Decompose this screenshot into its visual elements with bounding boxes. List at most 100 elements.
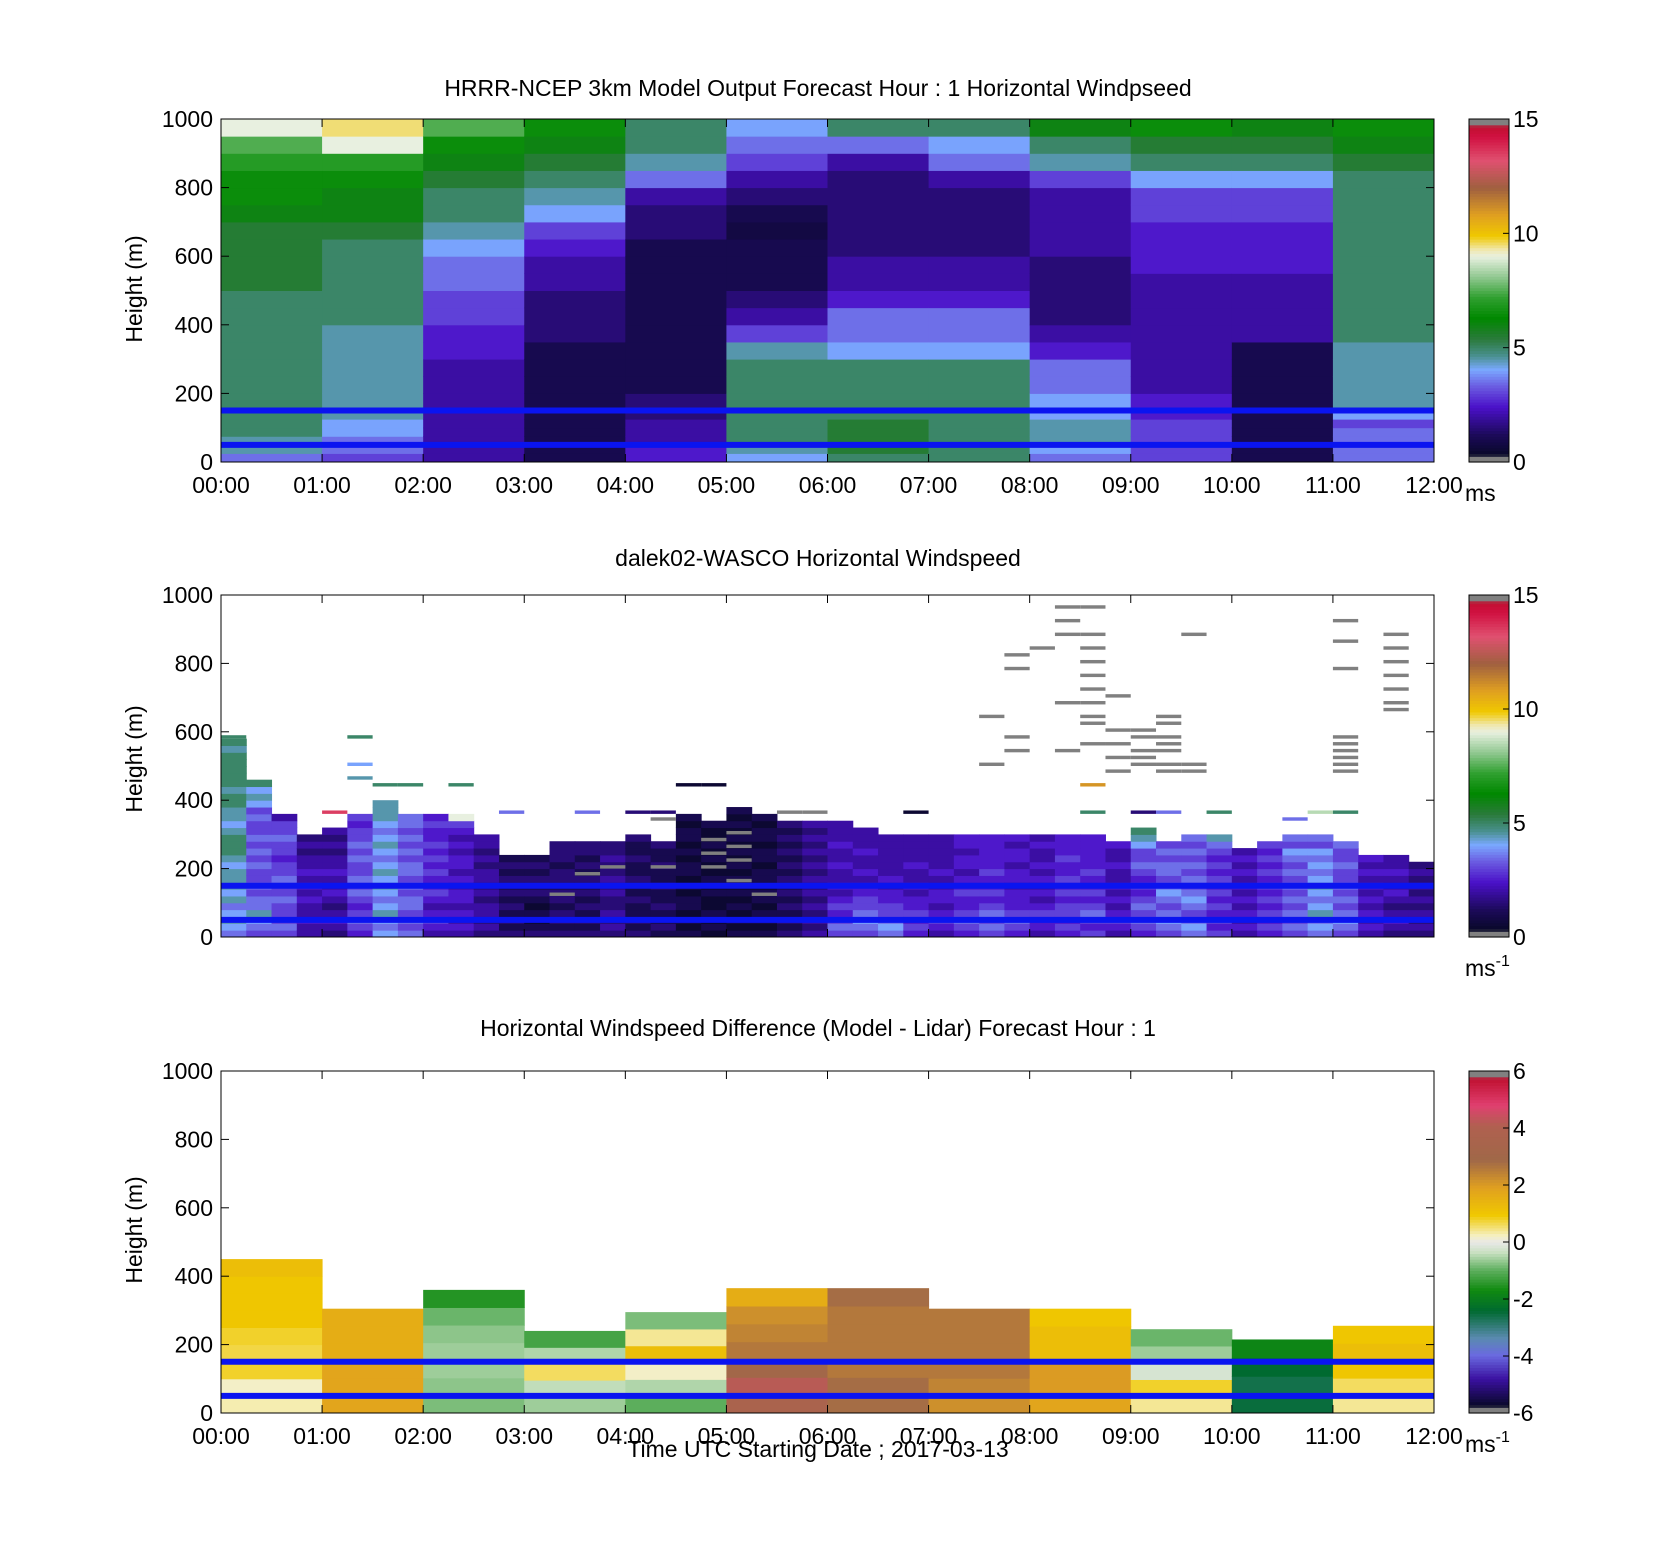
lidar-cell [1231, 854, 1258, 863]
lidar-cell [347, 923, 374, 931]
colorbar-segment [1469, 1287, 1509, 1292]
heatmap-cell [1231, 273, 1334, 291]
heatmap-cell [322, 359, 424, 377]
lidar-cell [397, 930, 424, 938]
difference-cell [1332, 1360, 1435, 1379]
colorbar-segment [1469, 1224, 1509, 1229]
heatmap-cell [1029, 410, 1132, 420]
lidar-cell [1282, 930, 1309, 938]
lidar-cell [271, 868, 298, 876]
colorbar-segment [1469, 1082, 1509, 1086]
difference-cell [524, 1330, 626, 1348]
colorbar-segment [1469, 603, 1509, 607]
colorbar-segment [1469, 224, 1509, 229]
lidar-cell [802, 834, 828, 842]
heatmap-cell [1231, 393, 1334, 412]
colorbar-segment [1469, 700, 1509, 704]
lidar-cell [1358, 854, 1384, 863]
heatmap-cell [1332, 119, 1435, 137]
lidar-cell [953, 902, 980, 911]
x-tick-label: 00:00 [192, 1423, 250, 1449]
lidar-cell [1257, 841, 1283, 849]
lidar-return [448, 783, 474, 787]
lidar-cell [751, 848, 778, 856]
flagged-bin [701, 851, 727, 855]
lidar-cell [296, 834, 323, 842]
lidar-cell [372, 930, 399, 938]
heatmap-cell [1231, 170, 1334, 189]
lidar-cell [1054, 868, 1081, 876]
heatmap-cell [726, 376, 828, 394]
lidar-cell [397, 902, 424, 911]
lidar-cell [1029, 861, 1056, 870]
difference-cell [625, 1312, 727, 1330]
colorbar-segment [1469, 307, 1509, 312]
lidar-cell [574, 854, 601, 863]
colorbar-segment [1469, 401, 1509, 406]
lidar-cell [221, 895, 247, 904]
heatmap-cell [1332, 273, 1435, 291]
lidar-cell [1332, 841, 1359, 849]
lidar-cell [650, 902, 677, 911]
heatmap-cell [524, 436, 626, 446]
colorbar-segment [1469, 1176, 1509, 1180]
colorbar-segment [1469, 396, 1509, 400]
lidar-cell [448, 848, 475, 856]
lidar-cell [1206, 854, 1233, 863]
flagged-bin [1332, 639, 1359, 643]
lidar-cell [271, 854, 298, 863]
lidar-cell [524, 861, 551, 870]
colorbar-segment [1469, 837, 1509, 841]
lidar-cell [979, 841, 1005, 849]
colorbar-segment [1469, 1216, 1509, 1220]
heatmap-cell [726, 436, 828, 446]
flagged-bin [1156, 721, 1182, 725]
lidar-cell [625, 848, 652, 856]
colorbar-segment [1469, 677, 1509, 682]
colorbar-segment [1469, 914, 1509, 918]
lidar-cell [473, 923, 500, 931]
lidar-cell [953, 895, 980, 904]
colorbar-segment [1469, 176, 1509, 180]
lidar-cell [953, 875, 980, 883]
lidar-cell [1332, 895, 1359, 904]
difference-cell [1231, 1339, 1334, 1359]
colorbar-segment [1469, 623, 1509, 627]
colorbar-segment [1469, 1242, 1509, 1246]
difference-cell [1130, 1379, 1233, 1397]
colorbar-segment [1469, 777, 1509, 781]
lidar-cell [347, 909, 374, 917]
lidar-cell [650, 854, 677, 863]
colorbar-segment [1469, 270, 1509, 274]
lidar-cell [625, 902, 652, 911]
colorbar-segment [1469, 1230, 1509, 1235]
heatmap-cell [625, 136, 727, 154]
heatmap-cell [1029, 290, 1132, 309]
lidar-cell [574, 902, 601, 911]
colorbar-segment [1469, 854, 1509, 858]
lidar-cell [1105, 895, 1132, 904]
heatmap-cell [221, 307, 323, 326]
lidar-cell [574, 889, 601, 897]
flagged-bin [1080, 687, 1106, 691]
lidar-cell [1383, 909, 1410, 917]
heatmap-cell [1029, 436, 1132, 446]
colorbar-segment [1469, 823, 1509, 827]
heatmap-cell [423, 341, 525, 360]
heatmap-cell [1332, 376, 1435, 394]
lidar-cell [1332, 902, 1359, 911]
lidar-cell [221, 745, 247, 753]
heatmap-cell [827, 153, 930, 171]
lidar-cell [221, 861, 247, 870]
heatmap-cell [1231, 444, 1334, 454]
lidar-cell [1181, 841, 1208, 849]
difference-cell [1231, 1376, 1334, 1396]
lidar-cell [1181, 861, 1208, 870]
lidar-cell [1332, 848, 1359, 856]
colorbar-tick-label: 10 [1513, 220, 1539, 246]
colorbar-segment [1469, 1333, 1509, 1337]
lidar-cell [524, 868, 551, 876]
lidar-cell [246, 902, 273, 911]
lidar-cell [928, 861, 955, 870]
lidar-cell [776, 854, 803, 863]
